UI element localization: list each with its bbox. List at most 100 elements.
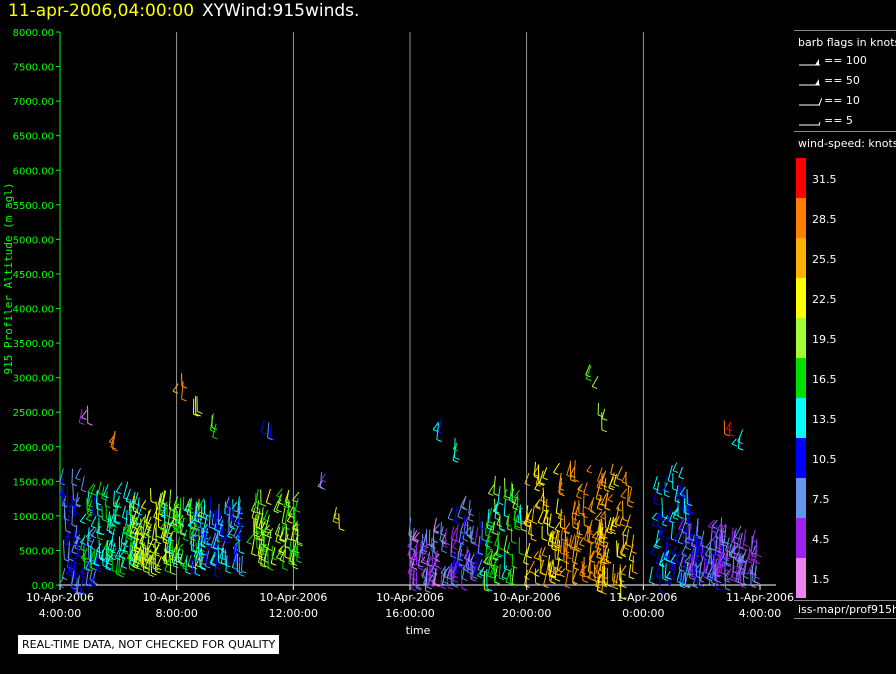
wind-barb bbox=[106, 555, 113, 566]
barb-flag bbox=[692, 585, 699, 589]
wind-barb bbox=[583, 512, 590, 528]
barb-staff bbox=[618, 564, 621, 580]
barb-staff bbox=[115, 482, 123, 493]
barb-flag bbox=[465, 565, 472, 569]
barb-staff bbox=[232, 545, 238, 563]
barb-flag bbox=[469, 561, 475, 565]
wind-barb bbox=[581, 561, 589, 583]
barb-flag bbox=[669, 520, 675, 524]
barb-staff bbox=[214, 511, 217, 528]
barb-flag bbox=[576, 535, 583, 539]
barb-flag bbox=[628, 500, 635, 504]
wind-barb bbox=[128, 554, 135, 572]
wind-barb bbox=[601, 493, 607, 507]
barb-staff bbox=[558, 472, 562, 489]
y-tick-label: 2000.00 bbox=[13, 443, 54, 454]
wind-barb bbox=[603, 543, 609, 558]
barb-staff bbox=[725, 537, 730, 551]
barb-flag bbox=[673, 578, 679, 582]
wind-barb bbox=[432, 534, 440, 556]
wind-barb bbox=[620, 565, 627, 576]
wind-barb bbox=[425, 528, 432, 547]
barb-flag bbox=[689, 574, 696, 578]
barb-flag bbox=[570, 479, 576, 483]
wind-barb bbox=[427, 564, 434, 587]
barb-flag bbox=[601, 584, 608, 588]
barb-staff bbox=[138, 516, 145, 527]
barb-staff bbox=[664, 563, 667, 578]
barb-flag bbox=[735, 580, 741, 584]
barb-staff bbox=[231, 506, 235, 521]
barb-flag bbox=[662, 516, 668, 520]
wind-barb bbox=[626, 514, 633, 529]
barb-flag bbox=[588, 540, 595, 544]
barb-staff bbox=[695, 562, 698, 577]
barb-staff bbox=[542, 570, 548, 586]
wind-barb bbox=[197, 540, 204, 556]
barb-flag bbox=[494, 581, 501, 585]
barb-staff bbox=[140, 499, 147, 508]
wind-barb bbox=[564, 570, 571, 589]
barb-flag bbox=[480, 527, 486, 531]
barb-flag bbox=[124, 552, 130, 556]
barb-flag bbox=[685, 509, 691, 513]
barb-flag bbox=[607, 499, 614, 503]
wind-barb bbox=[533, 461, 540, 479]
barb-flag bbox=[214, 529, 220, 532]
wind-barb bbox=[65, 564, 73, 577]
barb-flag bbox=[724, 433, 730, 437]
barb-flag bbox=[486, 547, 492, 551]
barb-flag bbox=[174, 529, 180, 532]
barb-flag bbox=[486, 540, 493, 544]
wind-barb bbox=[110, 513, 116, 526]
barb-flag bbox=[524, 576, 530, 580]
wind-barb bbox=[253, 514, 260, 535]
barb-flag bbox=[256, 511, 263, 515]
barb-staff bbox=[535, 499, 540, 508]
wind-barb bbox=[696, 518, 702, 538]
barb-staff bbox=[106, 514, 112, 527]
wind-barb bbox=[135, 525, 141, 536]
barb-flag bbox=[297, 541, 303, 545]
barb-staff bbox=[506, 541, 511, 554]
wind-barb bbox=[602, 559, 608, 580]
barb-staff bbox=[469, 552, 475, 566]
wind-barb bbox=[481, 521, 488, 542]
barb-staff bbox=[726, 567, 732, 578]
barb-staff bbox=[411, 571, 415, 590]
barb-staff bbox=[450, 526, 455, 540]
wind-barb bbox=[504, 478, 511, 499]
barb-staff bbox=[457, 506, 462, 517]
wind-barb bbox=[85, 511, 93, 522]
wind-barb bbox=[80, 476, 87, 493]
barb-flag bbox=[609, 485, 615, 489]
barb-flag bbox=[237, 523, 243, 527]
barb-flag bbox=[253, 534, 260, 538]
wind-barb bbox=[528, 521, 534, 537]
barb-flag bbox=[666, 542, 672, 546]
barb-staff bbox=[76, 575, 80, 592]
wind-barb bbox=[228, 495, 234, 511]
barb-staff bbox=[292, 491, 300, 501]
barb-flag bbox=[559, 574, 565, 578]
barb-flag bbox=[708, 583, 715, 587]
barb-flag bbox=[743, 575, 749, 579]
barb-flag bbox=[85, 583, 92, 587]
barb-staff bbox=[612, 573, 616, 588]
barb-staff bbox=[751, 561, 755, 574]
wind-barb bbox=[669, 511, 675, 524]
barb-staff bbox=[730, 527, 734, 547]
barb-flag bbox=[559, 493, 565, 497]
barb-staff bbox=[80, 409, 88, 418]
barb-staff bbox=[260, 531, 264, 544]
barb-staff bbox=[176, 548, 181, 557]
barb-flag bbox=[511, 541, 517, 545]
color-bin-label: 16.5 bbox=[812, 373, 837, 386]
barb-staff bbox=[503, 535, 508, 552]
wind-barb bbox=[533, 550, 540, 561]
barb-staff bbox=[166, 501, 168, 517]
barb-flag bbox=[283, 505, 289, 509]
barb-flag bbox=[297, 543, 303, 547]
barb-staff bbox=[557, 482, 563, 493]
wind-barb bbox=[119, 556, 126, 575]
